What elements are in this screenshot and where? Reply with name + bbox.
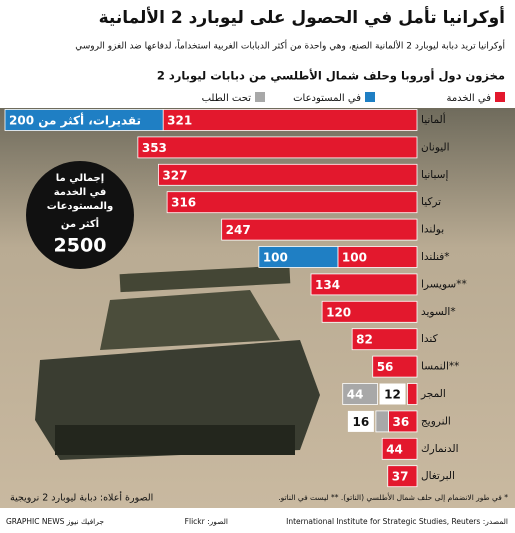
bar-segment bbox=[381, 437, 418, 460]
value-label: 12 bbox=[384, 388, 401, 402]
value-label: 100 bbox=[342, 251, 367, 265]
annotation-line: أكثر من bbox=[61, 217, 99, 230]
country-label: النرويج bbox=[421, 415, 451, 427]
value-label: 316 bbox=[171, 196, 196, 210]
tank-photo bbox=[35, 265, 320, 460]
annotation-value: 2500 bbox=[54, 235, 107, 257]
value-label: 321 bbox=[167, 114, 192, 128]
country-label: النمسا** bbox=[421, 361, 459, 373]
value-label: 44 bbox=[347, 388, 364, 402]
value-label-box bbox=[379, 383, 406, 405]
subtitle: أوكرانيا تريد دبابة ليوبارد 2 الألمانية … bbox=[75, 39, 505, 52]
value-label: 327 bbox=[162, 168, 187, 182]
bar-segment bbox=[342, 383, 378, 405]
bar-segment bbox=[387, 465, 418, 488]
bar-segment bbox=[137, 136, 418, 159]
bar-segment bbox=[162, 109, 418, 131]
country-label: سويسرا** bbox=[421, 278, 467, 290]
legend-swatch bbox=[255, 92, 265, 102]
country-label: ألمانيا bbox=[421, 112, 446, 126]
value-label: 16 bbox=[353, 415, 370, 429]
value-label: 100 bbox=[263, 251, 288, 265]
value-label: 247 bbox=[226, 223, 251, 237]
value-label-box bbox=[347, 410, 374, 432]
photo-credit: الصور: Flickr bbox=[185, 517, 228, 526]
country-label: المجر bbox=[420, 388, 446, 400]
annotation-line: إجمالي ما bbox=[56, 173, 104, 184]
bar-segment bbox=[351, 328, 418, 351]
chart-title: مخزون دول أوروبا وحلف شمال الأطلسي من دب… bbox=[157, 68, 505, 84]
annotation-circle bbox=[26, 161, 134, 269]
source: المصدر: International Institute for Stra… bbox=[286, 517, 508, 526]
legend-swatch bbox=[365, 92, 375, 102]
value-label: 44 bbox=[386, 442, 403, 456]
legend-label: في الخدمة bbox=[446, 93, 491, 104]
bar-segment bbox=[407, 383, 418, 405]
country-label: السويد* bbox=[421, 306, 456, 318]
value-label: 353 bbox=[142, 141, 167, 155]
bar-segment bbox=[321, 300, 418, 323]
country-label: الدنمارك bbox=[421, 443, 459, 455]
photo-caption: الصورة أعلاه: دبابة ليوبارد 2 نرويجية bbox=[10, 491, 153, 504]
bar-segment bbox=[221, 218, 418, 241]
country-label: فنلندا* bbox=[421, 251, 450, 263]
bar-segment bbox=[166, 191, 418, 214]
value-label: 56 bbox=[377, 360, 394, 374]
total-annotation: إجمالي ما في الخدمة والمستودعات أكثر من … bbox=[26, 161, 134, 269]
logo: GRAPHIC NEWS جرافيك نيوز bbox=[6, 517, 104, 526]
title: أوكرانيا تأمل في الحصول على ليوبارد 2 ال… bbox=[99, 6, 505, 28]
value-label: 37 bbox=[392, 470, 409, 484]
country-label: بولندا bbox=[421, 224, 444, 236]
legend-swatch bbox=[495, 92, 505, 102]
bar-segment bbox=[4, 109, 164, 131]
legend-label: في المستودعات bbox=[293, 93, 361, 104]
value-label: 120 bbox=[326, 305, 351, 319]
country-label: البرتغال bbox=[421, 470, 455, 482]
bar-segment bbox=[372, 355, 418, 378]
footnote: * في طور الانضمام إلى حلف شمال الأطلسي (… bbox=[278, 492, 508, 502]
country-label: تركيا bbox=[421, 196, 441, 208]
bar-segment bbox=[158, 163, 418, 186]
bar-segment bbox=[310, 273, 418, 296]
value-label: تقديرات، أكثر من 200 bbox=[9, 113, 141, 128]
legend: في الخدمة في المستودعات تحت الطلب bbox=[202, 92, 505, 104]
bars: ألمانيا 321 تقديرات، أكثر من 200 اليونان 353… bbox=[4, 109, 467, 488]
bar-segment bbox=[258, 246, 339, 268]
annotation-line: والمستودعات bbox=[47, 201, 113, 212]
country-label: كندا bbox=[421, 333, 438, 345]
country-label: اليونان bbox=[421, 141, 450, 153]
value-label: 82 bbox=[356, 333, 373, 347]
legend-label: تحت الطلب bbox=[202, 93, 252, 104]
annotation-line: في الخدمة bbox=[54, 187, 107, 198]
value-label: 36 bbox=[393, 415, 410, 429]
bar-segment bbox=[375, 410, 389, 433]
value-label: 134 bbox=[315, 278, 340, 292]
country-label: إسبانيا bbox=[421, 169, 448, 181]
